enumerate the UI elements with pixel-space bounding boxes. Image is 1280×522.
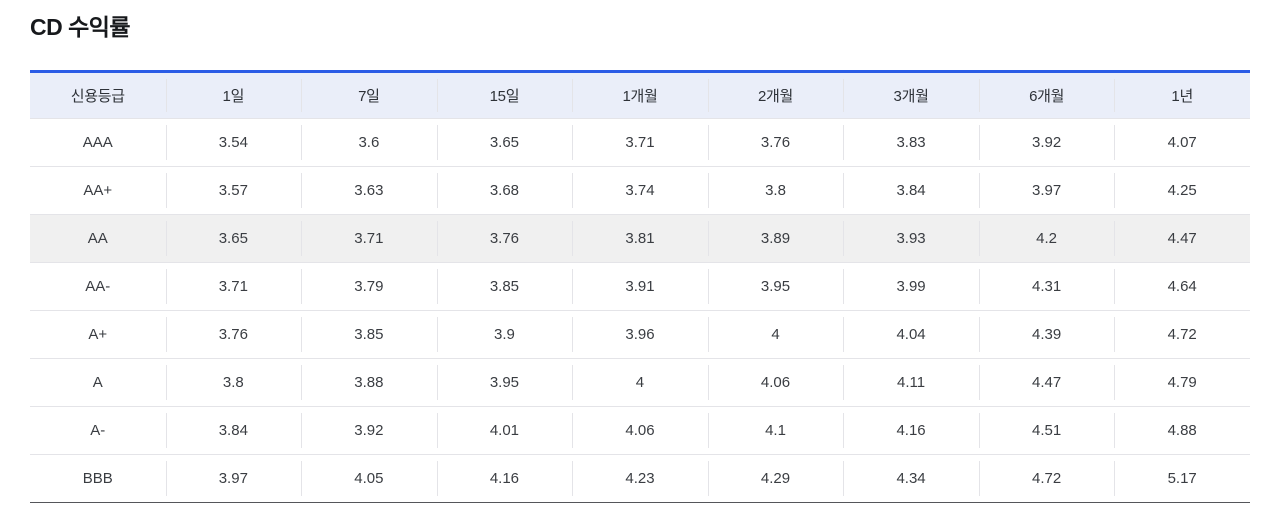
yield-value-cell: 3.95 [436,358,573,407]
yield-value-cell: 3.97 [978,166,1115,215]
yield-value-cell: 4.29 [707,454,844,503]
table-row-aa-minus: AA- 3.71 3.79 3.85 3.91 3.95 3.99 4.31 4.64 [30,262,1250,311]
yield-value-cell: 3.76 [707,118,844,167]
yield-value-cell: 4.25 [1114,166,1250,215]
yield-value-cell: 4.88 [1114,406,1250,455]
yield-value-cell: 3.92 [978,118,1115,167]
rating-cell: A [30,358,166,407]
rating-cell: AAA [30,118,166,167]
table-body: AAA 3.54 3.6 3.65 3.71 3.76 3.83 3.92 4.07 AA+ 3.5… [30,118,1250,503]
yield-value-cell: 3.76 [165,310,302,359]
column-header-period: 1일 [165,71,302,119]
yield-value-cell: 3.71 [572,118,708,167]
rating-cell: A+ [30,310,166,359]
yield-value-cell: 4.51 [978,406,1115,455]
yield-value-cell: 3.99 [843,262,979,311]
yield-value-cell: 3.91 [572,262,708,311]
yield-value-cell: 3.8 [707,166,844,215]
yield-value-cell: 3.65 [165,214,302,263]
yield-value-cell: 4.01 [436,406,573,455]
yield-value-cell: 4.05 [301,454,437,503]
page-title: CD 수익률 [30,14,131,40]
yield-value-cell: 4.2 [978,214,1115,263]
rating-cell: A- [30,406,166,455]
yield-value-cell: 4.79 [1114,358,1250,407]
table-header-row: 신용등급 1일 7일 15일 1개월 2개월 3개월 6개월 1년 [30,71,1250,119]
yield-value-cell: 3.92 [301,406,437,455]
table-row-aaa: AAA 3.54 3.6 3.65 3.71 3.76 3.83 3.92 4.07 [30,118,1250,167]
yield-value-cell: 4.47 [978,358,1115,407]
yield-value-cell: 3.65 [436,118,573,167]
yield-value-cell: 3.63 [301,166,437,215]
yield-value-cell: 4.06 [572,406,708,455]
column-header-period: 2개월 [707,71,844,119]
table-row-a-minus: A- 3.84 3.92 4.01 4.06 4.1 4.16 4.51 4.88 [30,406,1250,455]
yield-value-cell: 3.95 [707,262,844,311]
yield-value-cell: 4.23 [572,454,708,503]
yield-value-cell: 4.31 [978,262,1115,311]
table-row-a-plus: A+ 3.76 3.85 3.9 3.96 4 4.04 4.39 4.72 [30,310,1250,359]
rating-cell: AA [30,214,166,263]
yield-value-cell: 4.34 [843,454,979,503]
rating-cell: AA- [30,262,166,311]
yield-value-cell: 3.71 [165,262,302,311]
yield-value-cell: 4.64 [1114,262,1250,311]
yield-value-cell: 3.85 [436,262,573,311]
column-header-rating: 신용등급 [30,71,166,119]
yield-value-cell: 3.8 [165,358,302,407]
yield-value-cell: 4.47 [1114,214,1250,263]
yield-value-cell: 4.11 [843,358,979,407]
rating-cell: AA+ [30,166,166,215]
yield-value-cell: 3.84 [843,166,979,215]
yield-value-cell: 3.84 [165,406,302,455]
yield-value-cell: 4.72 [978,454,1115,503]
yield-value-cell: 3.54 [165,118,302,167]
yield-value-cell: 3.74 [572,166,708,215]
column-header-period: 1개월 [572,71,708,119]
yield-value-cell: 3.81 [572,214,708,263]
yield-value-cell: 3.96 [572,310,708,359]
yield-value-cell: 3.88 [301,358,437,407]
yield-value-cell: 3.79 [301,262,437,311]
yield-value-cell: 3.57 [165,166,302,215]
column-header-period: 15일 [436,71,573,119]
table-header: 신용등급 1일 7일 15일 1개월 2개월 3개월 6개월 1년 [30,71,1250,119]
yield-value-cell: 3.68 [436,166,573,215]
column-header-period: 6개월 [978,71,1115,119]
yield-value-cell: 4 [572,358,708,407]
yield-value-cell: 3.89 [707,214,844,263]
yield-value-cell: 4.16 [843,406,979,455]
table-row-bbb: BBB 3.97 4.05 4.16 4.23 4.29 4.34 4.72 5.17 [30,454,1250,503]
yield-value-cell: 4.07 [1114,118,1250,167]
cd-yield-table: 신용등급 1일 7일 15일 1개월 2개월 3개월 6개월 1년 AAA 3.54 3.6 3.65… [30,70,1250,503]
yield-value-cell: 4.1 [707,406,844,455]
yield-value-cell: 3.6 [301,118,437,167]
column-header-period: 3개월 [843,71,979,119]
yield-value-cell: 3.93 [843,214,979,263]
yield-value-cell: 3.9 [436,310,573,359]
yield-value-cell: 4.72 [1114,310,1250,359]
yield-value-cell: 3.71 [301,214,437,263]
table-row-aa: AA 3.65 3.71 3.76 3.81 3.89 3.93 4.2 4.47 [30,214,1250,263]
yield-value-cell: 3.76 [436,214,573,263]
rating-cell: BBB [30,454,166,503]
yield-value-cell: 4.39 [978,310,1115,359]
yield-value-cell: 3.97 [165,454,302,503]
yield-value-cell: 3.83 [843,118,979,167]
yield-value-cell: 4 [707,310,844,359]
table-row-aa-plus: AA+ 3.57 3.63 3.68 3.74 3.8 3.84 3.97 4.25 [30,166,1250,215]
yield-value-cell: 4.16 [436,454,573,503]
table-row-a: A 3.8 3.88 3.95 4 4.06 4.11 4.47 4.79 [30,358,1250,407]
yield-value-cell: 4.06 [707,358,844,407]
column-header-period: 7일 [301,71,437,119]
yield-value-cell: 3.85 [301,310,437,359]
column-header-period: 1년 [1114,71,1250,119]
yield-value-cell: 4.04 [843,310,979,359]
yield-value-cell: 5.17 [1114,454,1250,503]
